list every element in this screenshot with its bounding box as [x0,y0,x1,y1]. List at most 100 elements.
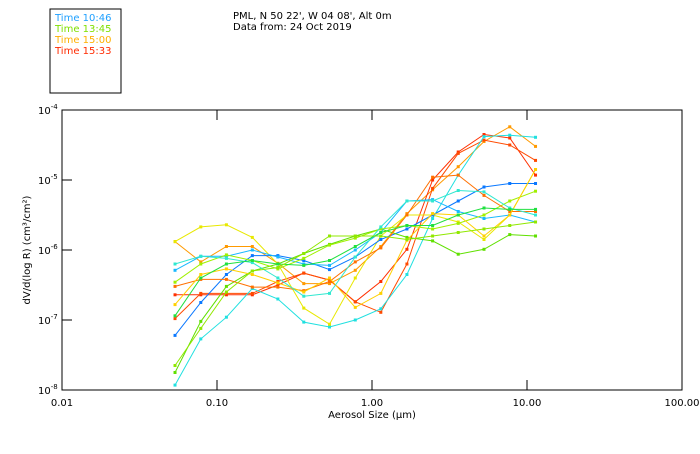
data-point [456,165,460,169]
data-point [302,320,306,324]
data-point [328,263,332,267]
data-point [173,371,177,374]
x-axis-label: Aerosol Size (μm) [328,410,416,421]
data-point [405,247,409,251]
data-point [276,262,280,266]
data-point [199,319,203,323]
data-point [276,276,280,280]
data-point [482,213,486,217]
data-point [173,303,177,307]
series-line [174,126,536,285]
data-point [276,255,280,259]
data-point [379,227,383,231]
data-point [482,206,486,210]
data-point [379,231,383,234]
y-axis-label: dV/d(log R) (cm³/cm²) [22,195,33,304]
y-tick-exp: -8 [51,383,58,391]
data-point [173,317,177,321]
data-point [353,248,357,252]
chart-subtitle: Data from: 24 Oct 2019 [233,22,352,33]
data-point [482,234,486,238]
data-point [302,259,306,262]
data-point [302,282,306,286]
legend-entry: Time 10:46 [54,13,111,24]
data-point [250,248,254,252]
data-point [353,305,357,309]
data-point [405,224,409,227]
data-point [328,282,332,286]
data-point [224,223,228,227]
data-point [379,307,383,311]
data-point [534,213,538,217]
data-point [224,273,228,276]
data-point [302,256,306,260]
y-tick-base: 10 [38,106,51,117]
x-tick-label: 0.10 [206,398,228,409]
axes: 0.01 0.10 1.00 10.00 100.0010-410-510-610-71… [38,103,700,409]
data-point [199,301,203,304]
data-point [508,182,512,185]
data-point [328,234,332,238]
data-point [508,233,512,237]
y-tick-label: 10-6 [38,243,58,257]
y-tick-exp: -5 [51,173,58,181]
data-point [328,291,332,295]
data-point [173,383,177,387]
data-point [482,193,486,197]
data-point [482,247,486,251]
data-point [224,267,228,271]
chart-title: PML, N 50 22', W 04 08', Alt 0m [233,11,392,22]
data-point [508,224,512,227]
series-8 [173,189,538,284]
y-tick-label: 10-8 [38,383,58,397]
y-tick-exp: -4 [51,103,59,111]
data-point [302,294,306,298]
data-point [534,234,538,238]
data-point [250,273,254,276]
y-tick-exp: -7 [51,313,58,321]
data-point [173,364,177,367]
data-point [250,254,254,258]
data-point [173,280,177,284]
data-point [276,266,280,269]
data-point [224,262,228,266]
data-point [456,210,460,213]
data-point [224,315,228,319]
data-point [379,234,383,238]
series-13 [173,220,538,367]
data-point [250,259,254,262]
data-point [405,273,409,276]
data-point [199,276,203,280]
data-point [328,276,332,280]
y-tick-base: 10 [38,386,51,397]
data-point [224,284,228,288]
data-point [276,285,280,289]
data-point [405,199,409,203]
series-11 [173,189,538,298]
data-point [482,185,486,189]
data-point [173,284,177,288]
data-point [302,271,306,275]
data-point [353,234,357,238]
data-point [456,252,460,256]
series-group [173,125,538,387]
data-point [534,135,538,139]
data-point [224,277,228,281]
data-point [456,213,460,217]
data-point [224,256,228,260]
data-point [508,207,512,211]
data-point [482,138,486,142]
data-point [224,245,228,248]
data-point [199,225,203,229]
data-point [482,217,486,220]
data-point [379,291,383,295]
y-tick-label: 10-4 [38,103,58,117]
data-point [276,281,280,285]
x-tick-label: 10.00 [513,398,542,409]
data-point [328,243,332,247]
data-point [199,260,203,264]
data-point [405,227,409,231]
data-point [456,173,460,177]
data-point [328,280,332,283]
